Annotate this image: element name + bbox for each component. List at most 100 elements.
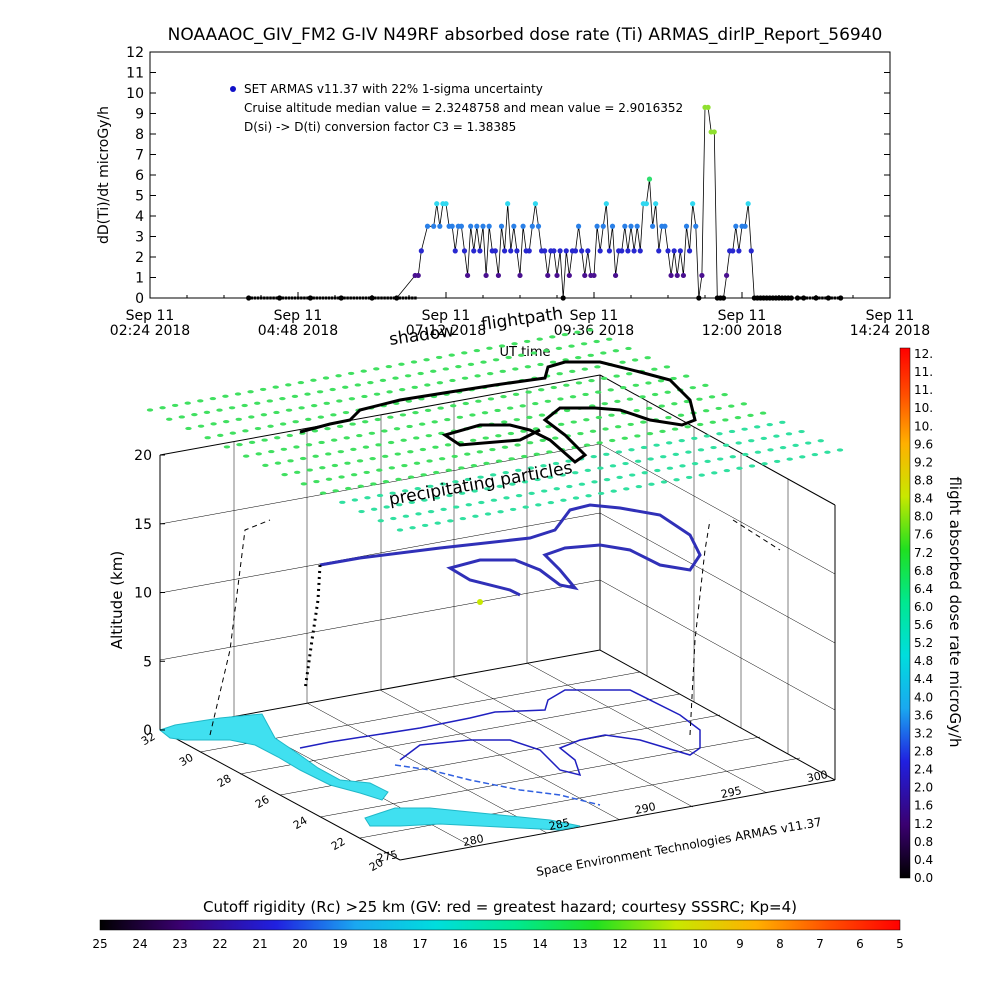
top-baseline-point [263, 296, 266, 300]
particle-mark [525, 390, 532, 394]
top-data-point [511, 223, 517, 229]
particle-mark [470, 464, 478, 468]
particle-mark [461, 351, 468, 355]
top-data-point [418, 248, 424, 254]
particle-mark [581, 367, 589, 371]
particle-mark [606, 337, 613, 341]
particle-mark [594, 365, 601, 369]
particle-mark [467, 362, 475, 366]
particle-mark [503, 496, 510, 500]
altitude-axis-label: Altitude (km) [108, 551, 126, 649]
particle-mark [696, 397, 703, 401]
top-baseline-point [287, 296, 291, 300]
top-data-point [458, 223, 465, 229]
particle-mark [521, 454, 528, 459]
top-y-tick-label: 5 [135, 189, 144, 205]
particle-mark [671, 427, 679, 431]
top-baseline-point [306, 296, 309, 300]
particle-mark [285, 408, 293, 412]
particle-mark [383, 505, 390, 509]
particle-mark [673, 478, 680, 482]
top-x-tick-label-line1: Sep 11 [718, 308, 767, 324]
particle-mark [664, 390, 671, 394]
particle-mark [697, 422, 704, 427]
particle-mark [356, 459, 364, 463]
top-baseline-point [374, 296, 377, 300]
particle-mark [519, 404, 526, 408]
particle-mark [417, 371, 424, 376]
particle-mark [254, 426, 262, 431]
particle-mark [361, 394, 368, 399]
particle-mark [502, 470, 509, 475]
particle-mark [560, 498, 567, 502]
particle-mark [322, 376, 330, 380]
particle-mark [677, 413, 685, 417]
particle-mark [501, 420, 508, 424]
cutoff-rigidity-tick: 19 [332, 937, 347, 951]
particle-mark [546, 475, 554, 479]
particle-mark [472, 514, 479, 518]
top-data-points [246, 104, 844, 301]
top-data-point [603, 201, 609, 207]
dose-rate-colorbar-tick: 7.2 [914, 546, 933, 560]
particle-mark [766, 422, 773, 427]
particle-mark [304, 392, 311, 396]
top-data-point [468, 223, 474, 229]
particle-mark [368, 431, 376, 435]
top-data-point [495, 272, 502, 279]
particle-mark [644, 356, 651, 360]
particle-mark [342, 385, 349, 389]
latitude-tick-label: 32 [139, 730, 158, 748]
cutoff-rigidity-tick: 7 [816, 937, 824, 951]
particle-mark [760, 436, 768, 440]
top-baseline-point [805, 296, 809, 300]
cutoff-rigidity-tick: 6 [856, 937, 864, 951]
particle-mark [401, 463, 408, 468]
cutoff-rigidity-ticks: 25 24 23 22 21 20 19 18 17 16 15 14 13 12 11 10 9 8 7 6 5 [92, 937, 903, 951]
particle-mark [632, 383, 640, 387]
top-data-point [480, 223, 486, 229]
particle-mark [477, 475, 484, 479]
particle-mark [318, 440, 325, 445]
particle-mark [266, 399, 274, 403]
particle-mark [631, 358, 639, 362]
top-data-point [699, 272, 705, 279]
dose-rate-colorbar-tick: 4.4 [914, 672, 933, 686]
top-data-point [622, 223, 628, 229]
particle-mark [404, 374, 412, 378]
top-data-point [625, 248, 631, 254]
top-data-point [508, 248, 514, 254]
top-data-point [517, 272, 523, 279]
top-data-point [579, 248, 585, 254]
particle-mark [563, 383, 570, 387]
particle-mark [412, 411, 419, 415]
top-data-point [554, 272, 560, 279]
particle-mark [640, 445, 648, 450]
particle-mark [398, 362, 405, 366]
particle-mark [544, 399, 552, 403]
particle-mark [419, 447, 427, 452]
particle-mark [549, 360, 557, 364]
particle-mark [185, 426, 192, 431]
particle-mark [228, 406, 236, 410]
top-data-point [788, 295, 794, 301]
particle-mark [285, 383, 292, 387]
particle-mark [393, 427, 401, 431]
top-data-point [677, 248, 683, 254]
top-baseline-point [833, 296, 836, 300]
particle-mark [447, 519, 454, 523]
top-baseline-point [808, 296, 812, 300]
particle-mark [430, 369, 437, 373]
particle-mark [641, 471, 648, 475]
top-data-point [748, 248, 754, 254]
top-y-tick-label: 6 [135, 168, 144, 184]
particle-mark [171, 403, 179, 408]
particle-mark [342, 410, 350, 415]
particle-mark [651, 367, 658, 371]
particle-mark [377, 519, 384, 523]
particle-mark [331, 463, 339, 468]
particle-mark [427, 510, 435, 514]
top-baseline-point [401, 296, 405, 300]
longitude-tick-label: 285 [548, 816, 571, 833]
